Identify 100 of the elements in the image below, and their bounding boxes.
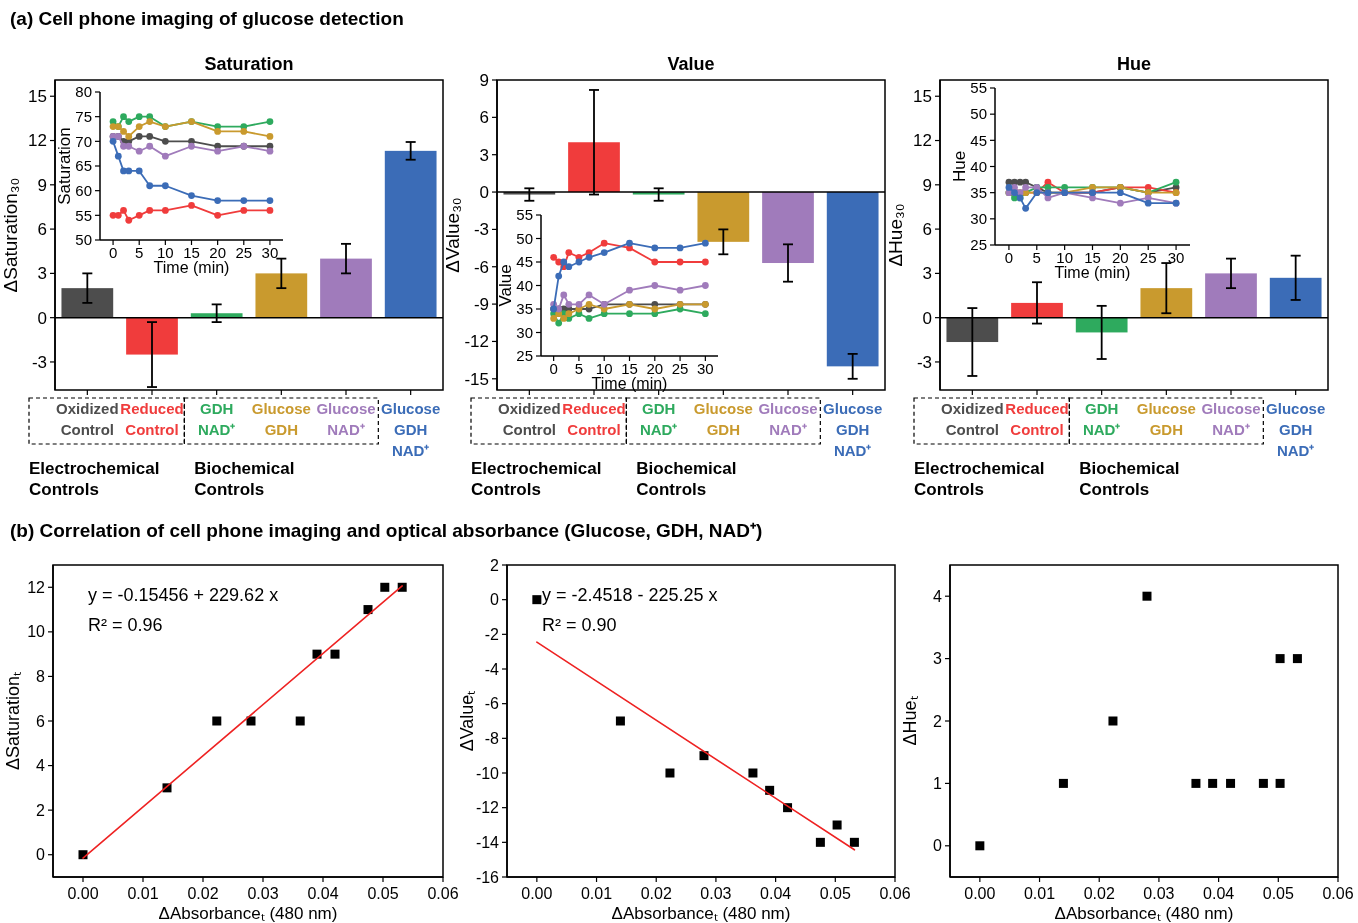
x-tick-label: 20: [1112, 249, 1129, 266]
x-tick-label: Oxidized Control: [941, 400, 1004, 438]
y-tick-label: 50: [75, 231, 92, 249]
chart-title: Hue: [1116, 54, 1152, 74]
point: [676, 258, 684, 266]
point: [1275, 778, 1285, 788]
x-tick-label: Glucose GDH: [693, 400, 753, 438]
bar: [1205, 273, 1257, 318]
point: [135, 123, 143, 130]
point: [565, 310, 573, 318]
y-tick-label: 12: [27, 578, 46, 596]
x-tick-label: 0.04: [760, 885, 792, 902]
point: [135, 167, 143, 175]
y-tick-label: 2: [933, 712, 943, 730]
point: [651, 282, 659, 289]
text: Biochemical Controls: [194, 459, 295, 499]
point: [1191, 778, 1201, 788]
x-tick-label: 0: [108, 244, 118, 261]
point: [1172, 178, 1180, 186]
x-tick-label: 0.05: [367, 885, 399, 902]
y-tick-label: 75: [75, 107, 92, 125]
x-tick-label: 0.06: [879, 885, 911, 902]
point: [266, 118, 274, 125]
point: [550, 253, 558, 261]
y-tick-label: -14: [475, 833, 500, 851]
point: [676, 244, 684, 252]
y-axis-title: Saturation: [55, 127, 74, 205]
point: [665, 768, 675, 778]
x-tick-label: Glucose NAD⁺: [1201, 400, 1261, 438]
y-tick-label: -3: [31, 352, 47, 372]
chart-title: Saturation: [204, 54, 294, 74]
annotation: y = -2.4518 - 225.25 x: [542, 585, 718, 605]
point: [120, 207, 127, 214]
point: [125, 133, 133, 140]
point: [246, 716, 256, 726]
y-tick-label: 6: [37, 220, 47, 240]
bar: [1269, 277, 1322, 318]
point: [1108, 716, 1118, 726]
y-tick-label: 6: [922, 220, 932, 240]
x-tick-label: 0.05: [1262, 885, 1294, 902]
point: [1022, 204, 1030, 212]
point: [565, 249, 573, 256]
y-tick-label: 30: [516, 323, 533, 341]
point: [266, 133, 274, 140]
point: [676, 286, 684, 294]
point: [188, 142, 195, 150]
point: [560, 258, 568, 266]
point: [161, 182, 169, 190]
point: [1142, 591, 1152, 601]
x-tick-label: 0.03: [1143, 885, 1175, 902]
bar: [1075, 317, 1128, 333]
point: [626, 286, 633, 294]
point: [1116, 189, 1124, 197]
point: [363, 605, 373, 615]
x-tick-label: 0.01: [580, 885, 613, 902]
chart-subtitle: (b) Correlation of cell phone imaging and optical absorbance (Glucose, GDH, NAD⁺): [10, 520, 763, 541]
y-tick-label: 15: [913, 87, 932, 107]
y-tick-label: -12: [475, 799, 500, 817]
point: [600, 249, 608, 256]
x-tick-label: Glucose NAD⁺: [758, 400, 818, 438]
point: [240, 197, 248, 204]
x-tick-label: 15: [621, 360, 638, 377]
y-tick-label: 0: [36, 846, 46, 864]
y-tick-label: 0: [479, 183, 489, 202]
x-tick-label: Oxidized Control: [56, 400, 119, 438]
point: [1258, 778, 1268, 788]
point: [146, 182, 154, 190]
point: [832, 820, 842, 830]
point: [701, 282, 709, 289]
point: [565, 300, 573, 308]
x-tick-label: 0.04: [1203, 885, 1235, 902]
y-tick-label: 55: [75, 206, 92, 224]
x-tick-label: 0.04: [307, 885, 339, 902]
x-tick-label: 0.02: [1083, 885, 1115, 902]
y-tick-label: 45: [516, 253, 533, 271]
y-tick-label: -2: [484, 625, 500, 643]
point: [585, 291, 593, 299]
x-tick-label: 0: [549, 360, 558, 377]
point: [585, 315, 593, 322]
point: [114, 152, 122, 160]
y-tick-label: 0: [37, 308, 47, 328]
y-tick-label: 0: [490, 591, 500, 609]
x-tick-label: 0.03: [700, 885, 732, 902]
x-tick-label: GDH NAD⁺: [197, 400, 236, 438]
y-tick-label: 10: [27, 623, 46, 641]
x-tick-label: Glucose NAD⁺: [316, 400, 376, 438]
x-tick-label: 15: [183, 244, 200, 261]
y-axis-title: ΔValue₃₀: [442, 197, 463, 273]
y-axis-title: ΔHue₃₀: [885, 203, 906, 267]
y-tick-label: -6: [484, 695, 500, 713]
y-axis-title: Hue: [950, 150, 969, 183]
point: [120, 128, 127, 135]
point: [240, 207, 248, 214]
x-tick-label: 30: [697, 360, 714, 377]
text: Biochemical Controls: [1079, 459, 1180, 499]
point: [214, 147, 222, 155]
point: [240, 128, 248, 135]
chart-subtitle: (a) Cell phone imaging of glucose detection: [10, 8, 404, 29]
point: [626, 310, 633, 318]
point: [555, 319, 563, 327]
